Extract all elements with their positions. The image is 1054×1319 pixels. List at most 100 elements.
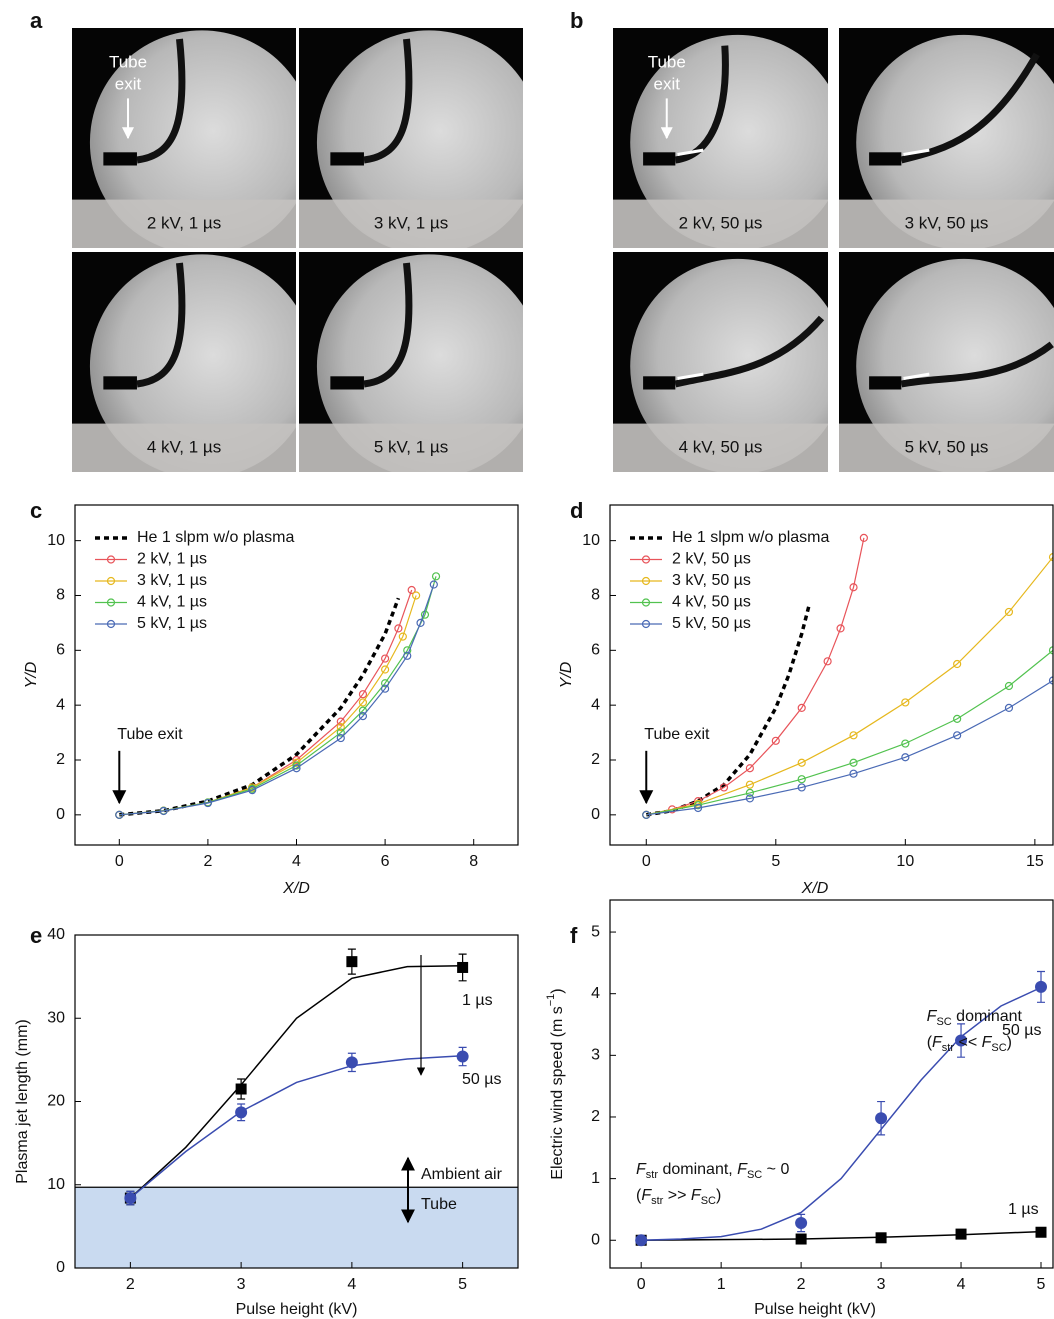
- tube-nozzle: [330, 152, 364, 166]
- point: [953, 714, 962, 723]
- tube-nozzle: [103, 152, 137, 166]
- image-content: [72, 252, 296, 472]
- point: [381, 654, 390, 663]
- point: [693, 801, 703, 810]
- point: [394, 624, 403, 633]
- x-tick-label: 5: [771, 853, 780, 870]
- label-band: [839, 423, 1054, 472]
- text-part: SC: [936, 1016, 951, 1028]
- plot-area: [635, 970, 1048, 1247]
- legend-label: 2 kV, 1 µs: [137, 551, 207, 568]
- image-content: [839, 252, 1054, 472]
- series-line: [119, 597, 401, 817]
- tube-nozzle: [869, 376, 902, 390]
- point: [745, 794, 754, 803]
- jet-disc: [89, 30, 296, 248]
- plot-area: [75, 948, 518, 1268]
- point: [1048, 646, 1053, 655]
- y-tick-label: 8: [56, 587, 65, 604]
- point: [403, 651, 412, 660]
- image: 5 kV, 1 µs: [299, 252, 523, 472]
- text-part: str: [651, 1195, 664, 1207]
- legend-label: 4 kV, 50 µs: [672, 594, 751, 611]
- point: [693, 803, 703, 813]
- x-tick-label: 2: [797, 1276, 806, 1293]
- jet-disc: [89, 254, 296, 472]
- label-band: [299, 199, 523, 248]
- point: [1004, 607, 1014, 617]
- chart: f 0 1 2 3 4 5 0 1 2 3 4 5 Pulse height (kV) Electric w…: [545, 899, 1054, 1318]
- x-tick-label: 8: [469, 853, 478, 870]
- point: [849, 731, 858, 740]
- x-tick-label: 0: [642, 853, 651, 870]
- legend-marker: [106, 619, 116, 629]
- point: [849, 769, 858, 778]
- point: [407, 585, 416, 595]
- point: [953, 659, 962, 669]
- x-tick-label: 0: [115, 853, 124, 870]
- image-content: [839, 28, 1054, 248]
- tube-nozzle: [643, 376, 676, 390]
- tube-nozzle: [330, 376, 364, 390]
- point: [431, 572, 441, 581]
- x-tick-label: 15: [1026, 853, 1044, 870]
- point: [457, 961, 469, 973]
- tube-nozzle: [869, 152, 902, 166]
- point: [719, 783, 729, 792]
- point: [345, 1056, 358, 1069]
- y-tick-label: 10: [47, 532, 65, 549]
- point: [235, 1083, 247, 1095]
- y-tick-label: 2: [591, 1108, 600, 1125]
- y-tick-label: 6: [56, 642, 65, 659]
- annotation: (Fstr​ >> FSC​): [636, 1187, 721, 1207]
- point: [823, 657, 832, 666]
- image-label: 4 kV, 50 µs: [679, 437, 763, 456]
- x-tick-label: 6: [381, 853, 390, 870]
- image-label: 5 kV, 1 µs: [374, 437, 448, 456]
- y-tick-label: 8: [591, 587, 600, 604]
- text-part: F: [636, 1161, 647, 1178]
- y-tick-label: 6: [591, 642, 600, 659]
- jet-shadow: [363, 38, 413, 164]
- point: [358, 712, 368, 721]
- panel-letter: e: [30, 923, 42, 948]
- text-part: SC: [991, 1042, 1006, 1054]
- image: 3 kV, 1 µs: [299, 28, 523, 248]
- point: [358, 690, 368, 699]
- text-part: (: [927, 1034, 933, 1051]
- point: [859, 533, 868, 543]
- jet-disc: [316, 30, 523, 248]
- point: [849, 583, 858, 592]
- point: [1048, 552, 1053, 562]
- point: [953, 731, 962, 740]
- annotation: FSC​ dominant: [927, 1008, 1023, 1028]
- x-tick-label: 4: [292, 853, 301, 870]
- y-tick-label: 30: [47, 1009, 65, 1026]
- text-part: (: [636, 1187, 642, 1204]
- text-part: ): [716, 1187, 721, 1204]
- point: [1004, 681, 1014, 691]
- label-band: [613, 199, 828, 248]
- point: [235, 1106, 248, 1119]
- series-label: 50 µs: [1002, 1022, 1041, 1039]
- point: [849, 758, 858, 767]
- legend-marker: [106, 598, 116, 607]
- plot-area: [642, 533, 1053, 819]
- point: [1035, 980, 1048, 993]
- tube-nozzle: [103, 376, 137, 390]
- jet-glow: [677, 372, 704, 380]
- point: [381, 665, 390, 674]
- point: [901, 753, 910, 762]
- text-part: F: [932, 1034, 943, 1051]
- point: [1035, 1226, 1047, 1238]
- point: [456, 1050, 469, 1063]
- text-part: str: [942, 1042, 955, 1054]
- x-tick-label: 4: [957, 1276, 966, 1293]
- jet-glow: [903, 148, 930, 156]
- image-label: 5 kV, 50 µs: [905, 437, 989, 456]
- jet-disc: [630, 258, 828, 472]
- text-part: ): [549, 988, 566, 993]
- text-part: >>: [663, 1187, 691, 1204]
- text-part: F: [737, 1161, 748, 1178]
- point: [836, 624, 845, 633]
